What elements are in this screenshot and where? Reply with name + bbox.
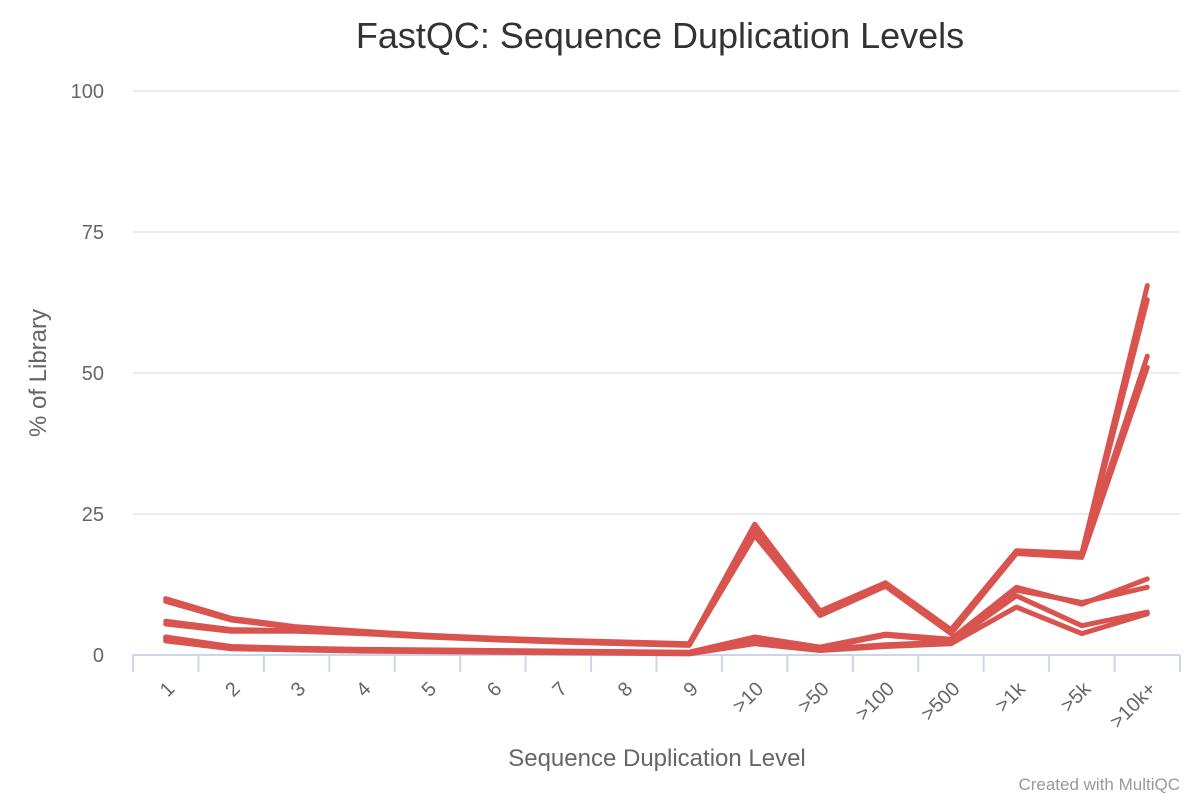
x-tick-label: 4 [352,678,375,701]
x-tick-label: 7 [548,678,571,701]
x-tick-label: >100 [852,678,899,725]
series-lines[interactable] [163,283,1150,657]
x-tick-label: 1 [156,678,179,701]
x-tick-label: 8 [614,678,637,701]
x-tick-label: 6 [483,678,506,701]
x-tick-label: >50 [794,678,834,718]
y-tick-label: 25 [82,504,104,526]
y-tick-label: 0 [93,645,104,667]
series-line-4[interactable] [163,353,1150,648]
series-line-2[interactable] [163,297,1150,647]
y-tick-label: 75 [82,222,104,244]
chart-title: FastQC: Sequence Duplication Levels [356,15,964,56]
x-tick-label: 5 [418,678,441,701]
credit-text[interactable]: Created with MultiQC [1018,775,1180,794]
series-line-8[interactable] [163,604,1150,657]
series-line-1[interactable] [163,283,1150,647]
y-tick-label: 50 [82,363,104,385]
x-tick-label: >5k [1057,677,1096,716]
x-axis-title: Sequence Duplication Level [508,745,806,772]
x-tick-label: >10k+ [1106,678,1161,733]
x-tick-label: >500 [917,678,964,725]
x-tick-label: 2 [221,678,244,701]
x-tick-label: 9 [679,678,702,701]
x-tick-label: >1k [991,677,1030,716]
y-tick-label: 100 [71,81,104,103]
y-axis-title: % of Library [25,309,52,437]
x-axis: 1 2 3 4 5 6 7 8 9 >10 >50 >100 >500 >1k >5k >10k+ [132,654,1181,733]
x-tick-label: >10 [729,678,769,718]
gridlines [133,90,1180,515]
y-axis-ticks: 0 25 50 75 100 [71,81,104,667]
x-tick-label: 3 [287,678,310,701]
